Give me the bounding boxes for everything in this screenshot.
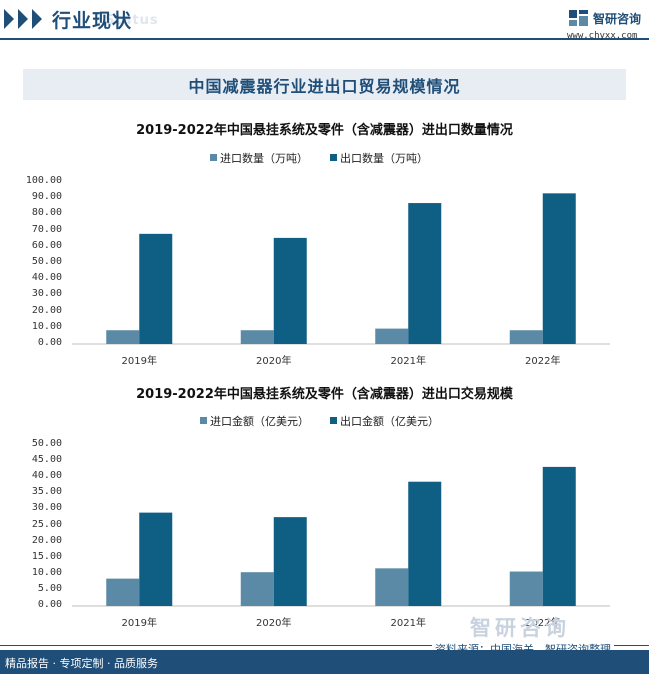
legend-swatch-export bbox=[330, 417, 337, 424]
header-divider bbox=[0, 38, 649, 40]
chart2-y-tick-label: 50.00 bbox=[31, 438, 62, 449]
chart1-bar-import bbox=[509, 330, 543, 344]
chart2-legend-export: 出口金额（亿美元） bbox=[330, 413, 439, 429]
chart1-y-tick-label: 80.00 bbox=[31, 207, 62, 219]
chart2-bar-export bbox=[273, 517, 307, 606]
chart1-y-tick-label: 50.00 bbox=[31, 256, 62, 267]
chart2-y-tick-label: 15.00 bbox=[31, 550, 62, 562]
chart2-y-tick-label: 25.00 bbox=[31, 518, 62, 530]
chart2-y-tick-label: 0.00 bbox=[37, 599, 62, 610]
chart2-bar-import bbox=[375, 568, 409, 606]
chart2-bar-export bbox=[139, 512, 173, 606]
chart2-bar-export bbox=[408, 481, 442, 606]
brand-url[interactable]: www.chyxx.com bbox=[567, 31, 638, 41]
chart2-title: 2019-2022年中国悬挂系统及零件（含减震器）进出口交易规模 bbox=[136, 387, 513, 402]
chart2-y-tick-label: 20.00 bbox=[31, 534, 62, 546]
chart1-y-tick-label: 0.00 bbox=[37, 337, 62, 348]
watermark-text: 智研咨询 bbox=[470, 616, 570, 640]
banner-title: 中国减震器行业进出口贸易规模情况 bbox=[188, 77, 461, 96]
chart1-y-tick-label: 30.00 bbox=[31, 288, 62, 300]
chart2-bar-import bbox=[106, 578, 140, 606]
brand-logo-icon bbox=[569, 10, 588, 26]
page-title: 行业现状 bbox=[52, 10, 133, 32]
chart1-x-tick-label: 2021年 bbox=[390, 356, 426, 367]
chart2-bar-export bbox=[542, 466, 576, 606]
chart1-legend-export-label: 出口数量（万吨） bbox=[340, 152, 428, 165]
chart1-y-tick-label: 40.00 bbox=[31, 272, 62, 284]
brand-name: 智研咨询 bbox=[593, 12, 642, 26]
chart2-x-tick-label: 2020年 bbox=[256, 618, 292, 629]
chart1-y-tick-label: 90.00 bbox=[31, 191, 62, 203]
chart1-legend-export: 出口数量（万吨） bbox=[330, 150, 428, 166]
chart1-legend-import-label: 进口数量（万吨） bbox=[220, 152, 308, 165]
header-chevron-icon bbox=[4, 9, 42, 29]
chart2-x-tick-label: 2019年 bbox=[121, 618, 157, 629]
chart2-bar-import bbox=[509, 571, 543, 606]
legend-swatch-export bbox=[330, 154, 337, 161]
chart1-bar-export bbox=[139, 233, 173, 344]
chart1-bar-export bbox=[542, 193, 576, 344]
chart2-y-tick-label: 10.00 bbox=[31, 566, 62, 578]
footer-bar bbox=[0, 650, 649, 674]
chart2-bar-import bbox=[240, 572, 274, 606]
chart1-y-tick-label: 10.00 bbox=[31, 320, 62, 332]
header-ghost-text: Status bbox=[105, 13, 159, 28]
chart1-x-tick-label: 2022年 bbox=[525, 356, 561, 367]
chart1-x-tick-label: 2020年 bbox=[256, 356, 292, 367]
chart1-bar-import bbox=[106, 330, 140, 344]
chart1-y-tick-label: 70.00 bbox=[31, 223, 62, 235]
chart1-x-tick-label: 2019年 bbox=[121, 356, 157, 367]
chart2-y-tick-label: 30.00 bbox=[31, 502, 62, 514]
chart1-bar-import bbox=[375, 328, 409, 344]
chart2-legend-export-label: 出口金额（亿美元） bbox=[340, 415, 439, 428]
chart1-bar-export bbox=[273, 237, 307, 344]
chart2-legend-import: 进口金额（亿美元） bbox=[200, 413, 309, 429]
banner-background bbox=[23, 69, 626, 100]
chart1-bar-export bbox=[408, 203, 442, 344]
chart1-bar-import bbox=[240, 330, 274, 344]
chart1-legend-import: 进口数量（万吨） bbox=[210, 150, 308, 166]
chart2-legend-import-label: 进口金额（亿美元） bbox=[210, 415, 309, 428]
chart2-y-tick-label: 45.00 bbox=[31, 454, 62, 466]
footer-divider bbox=[0, 645, 649, 646]
legend-swatch-import bbox=[210, 154, 217, 161]
chart2-x-tick-label: 2022年 bbox=[525, 618, 561, 629]
chart2-x-tick-label: 2021年 bbox=[390, 618, 426, 629]
chart1-y-tick-label: 100.00 bbox=[25, 175, 62, 186]
footer-slogan: 精品报告 · 专项定制 · 品质服务 bbox=[5, 657, 158, 670]
chart1-y-tick-label: 20.00 bbox=[31, 304, 62, 316]
chart1-title: 2019-2022年中国悬挂系统及零件（含减震器）进出口数量情况 bbox=[136, 123, 513, 138]
chart2-y-tick-label: 5.00 bbox=[37, 582, 62, 594]
chart2-y-tick-label: 40.00 bbox=[31, 470, 62, 482]
chart2-y-tick-label: 35.00 bbox=[31, 486, 62, 498]
legend-swatch-import bbox=[200, 417, 207, 424]
chart1-y-tick-label: 60.00 bbox=[31, 239, 62, 251]
